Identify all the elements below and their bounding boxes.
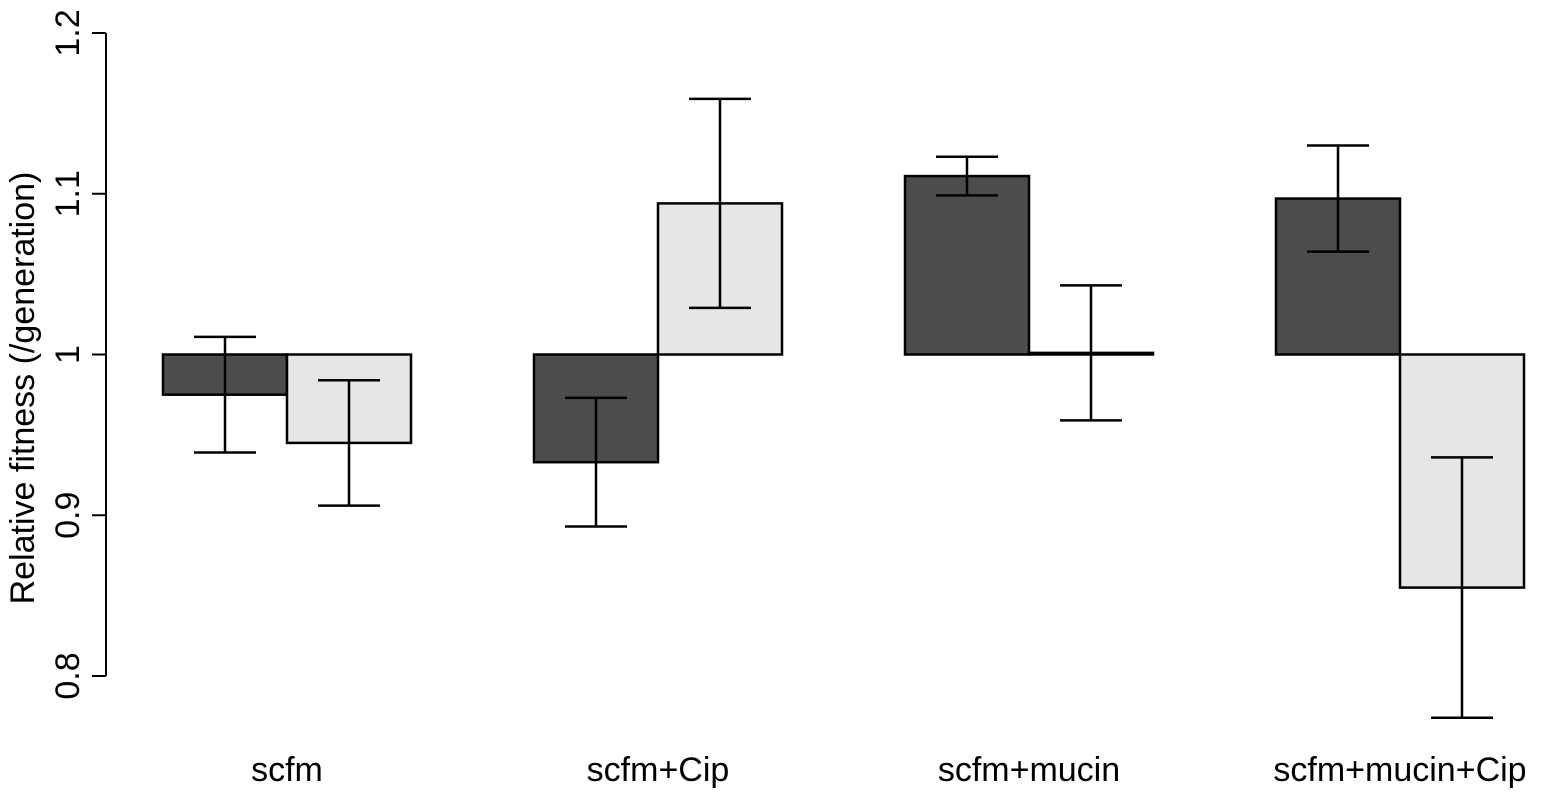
x-tick-label: scfm+Cip xyxy=(587,751,730,789)
x-tick-label: scfm+mucin xyxy=(938,751,1120,789)
y-tick-label: 1.1 xyxy=(49,170,87,217)
y-tick-label: 1.2 xyxy=(49,9,87,56)
x-tick-label: scfm+mucin+Cip xyxy=(1273,751,1526,789)
x-tick-label: scfm xyxy=(251,751,323,789)
bar xyxy=(903,174,1031,356)
y-tick-label: 0.9 xyxy=(49,492,87,539)
y-axis-label: Relative fitness (/generation) xyxy=(4,172,42,605)
y-tick-label: 0.8 xyxy=(49,652,87,699)
y-tick-label: 1 xyxy=(49,345,87,364)
